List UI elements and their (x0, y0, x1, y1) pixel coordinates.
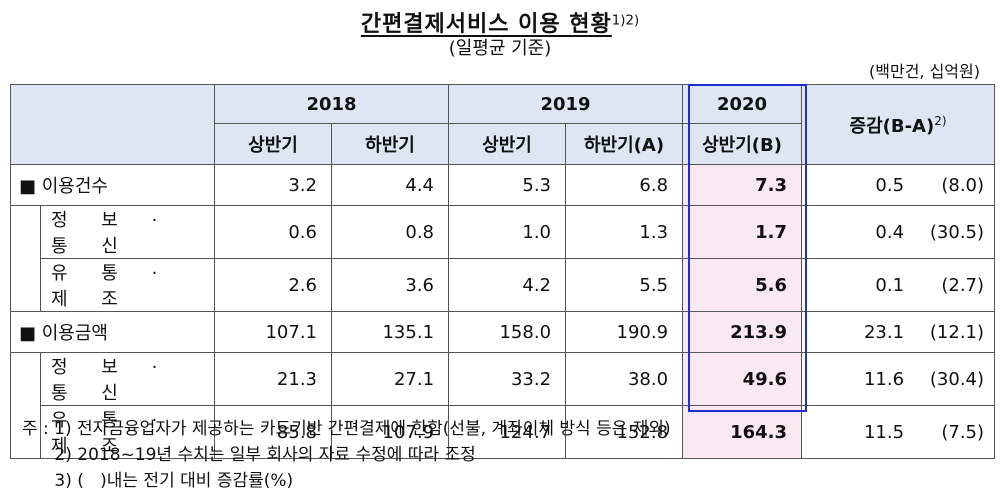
unit-label: (백만건, 십억원) (869, 62, 980, 81)
delta-cell: 0.5 (8.0) (801, 164, 996, 206)
title-block: 간편결제서비스 이용 현황1)2) (0, 6, 1000, 38)
half-header: 하반기 (330, 123, 450, 165)
cell: 158.0 (448, 311, 567, 353)
row-label: ■ 이용금액 (10, 311, 215, 353)
cell: 1.3 (565, 205, 684, 259)
delta-pct: (7.5) (941, 421, 985, 443)
cell: 5.3 (448, 164, 567, 206)
cell-2020: 49.6 (682, 352, 803, 406)
title-footnote-ref: 1)2) (611, 13, 640, 29)
delta-header: 증감(B-A)2) (801, 84, 996, 165)
cell: 107.1 (214, 311, 332, 353)
title-text: 간편결제서비스 이용 현황 (360, 12, 612, 37)
cell: 0.6 (214, 205, 332, 259)
delta-cell: 0.1 (2.7) (801, 258, 996, 312)
half-header: 상반기 (214, 123, 332, 165)
cell: 33.2 (448, 352, 567, 406)
cell: 152.8 (565, 405, 684, 459)
cell-2020: 213.9 (682, 311, 803, 353)
table-row: ■ 이용건수 3.2 4.4 5.3 6.8 7.3 0.5 (8.0) (10, 164, 996, 206)
cell: 21.3 (214, 352, 332, 406)
delta-header-text: 증감(B-A) (849, 115, 935, 137)
half-header: 상반기 (448, 123, 567, 165)
half-header: 하반기(A) (565, 123, 684, 165)
data-table: 2018 2019 2020 증감(B-A)2) 상반기 하반기 상반기 하반기… (10, 84, 996, 459)
row-label: 정 보 · 통 신 (40, 205, 215, 259)
delta-value: 0.4 (875, 221, 905, 243)
cell-2020: 5.6 (682, 258, 803, 312)
cell: 3.2 (214, 164, 332, 206)
cell-2020: 7.3 (682, 164, 803, 206)
row-label: 유 통 · 제 조 (40, 258, 215, 312)
delta-value: 11.6 (863, 368, 905, 390)
cell: 124.7 (448, 405, 567, 459)
delta-cell: 23.1 (12.1) (801, 311, 996, 353)
delta-value: 0.1 (875, 274, 905, 296)
subtitle: (일평균 기준) (448, 38, 552, 59)
cell: 107.9 (330, 405, 450, 459)
cell: 85.8 (214, 405, 332, 459)
delta-cell: 11.5 (7.5) (801, 405, 996, 459)
delta-value: 11.5 (863, 421, 905, 443)
footnote: 주 : 1) 전자금융업자가 제공하는 카드기반 간편결제에 한함(선불, 계좌… (22, 419, 671, 439)
table-row: ■ 이용금액 107.1 135.1 158.0 190.9 213.9 23.… (10, 311, 996, 353)
table-row: 유 통 · 제 조 85.8 107.9 124.7 152.8 164.3 1… (10, 405, 996, 459)
year-header: 2019 (448, 84, 684, 124)
delta-pct: (8.0) (941, 174, 985, 196)
cell: 3.6 (330, 258, 450, 312)
table-row: 정 보 · 통 신 21.3 27.1 33.2 38.0 49.6 11.6 (… (10, 352, 996, 406)
cell: 1.0 (448, 205, 567, 259)
footnote: 3) ( )내는 전기 대비 증감률(%) (22, 471, 294, 491)
table-row: 정 보 · 통 신 0.6 0.8 1.0 1.3 1.7 0.4 (30.5) (10, 205, 996, 259)
delta-value: 0.5 (875, 174, 905, 196)
footnote: 2) 2018~19년 수치는 일부 회사의 자료 수정에 따라 조정 (22, 445, 476, 465)
header-row-halves: 상반기 하반기 상반기 하반기(A) 상반기(B) (11, 123, 995, 165)
cell: 2.6 (214, 258, 332, 312)
cell: 27.1 (330, 352, 450, 406)
delta-pct: (2.7) (941, 274, 985, 296)
cell: 135.1 (330, 311, 450, 353)
footnotes: 주 : 1) 전자금융업자가 제공하는 카드기반 간편결제에 한함(선불, 계좌… (22, 416, 671, 494)
cell: 4.4 (330, 164, 450, 206)
indent-cell (10, 405, 41, 459)
header-row-years: 2018 2019 2020 증감(B-A)2) (10, 84, 996, 165)
table-row: 유 통 · 제 조 2.6 3.6 4.2 5.5 5.6 0.1 (2.7) (10, 258, 996, 312)
indent-cell (10, 205, 41, 259)
cell-2020: 164.3 (682, 405, 803, 459)
row-label: ■ 이용건수 (10, 164, 215, 206)
delta-cell: 11.6 (30.4) (801, 352, 996, 406)
half-header: 상반기(B) (682, 123, 803, 165)
delta-pct: (30.5) (929, 221, 985, 243)
cell: 5.5 (565, 258, 684, 312)
row-label: 정 보 · 통 신 (40, 352, 215, 406)
delta-pct: (30.4) (929, 368, 985, 390)
corner-cell (10, 84, 215, 165)
cell: 4.2 (448, 258, 567, 312)
delta-pct: (12.1) (929, 321, 985, 343)
indent-cell (10, 258, 41, 312)
year-header: 2020 (682, 84, 803, 124)
cell-2020: 1.7 (682, 205, 803, 259)
cell: 6.8 (565, 164, 684, 206)
row-label: 유 통 · 제 조 (40, 405, 215, 459)
indent-cell (10, 352, 41, 406)
cell: 38.0 (565, 352, 684, 406)
delta-cell: 0.4 (30.5) (801, 205, 996, 259)
page-title: 간편결제서비스 이용 현황 (361, 12, 612, 37)
year-header: 2018 (213, 84, 450, 124)
delta-footnote-ref: 2) (934, 113, 947, 128)
cell: 0.8 (330, 205, 450, 259)
cell: 190.9 (565, 311, 684, 353)
delta-value: 23.1 (863, 321, 905, 343)
